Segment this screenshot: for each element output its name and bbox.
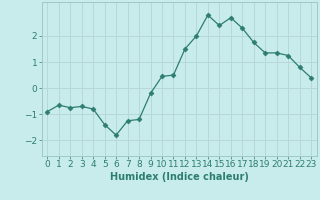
X-axis label: Humidex (Indice chaleur): Humidex (Indice chaleur)	[110, 172, 249, 182]
